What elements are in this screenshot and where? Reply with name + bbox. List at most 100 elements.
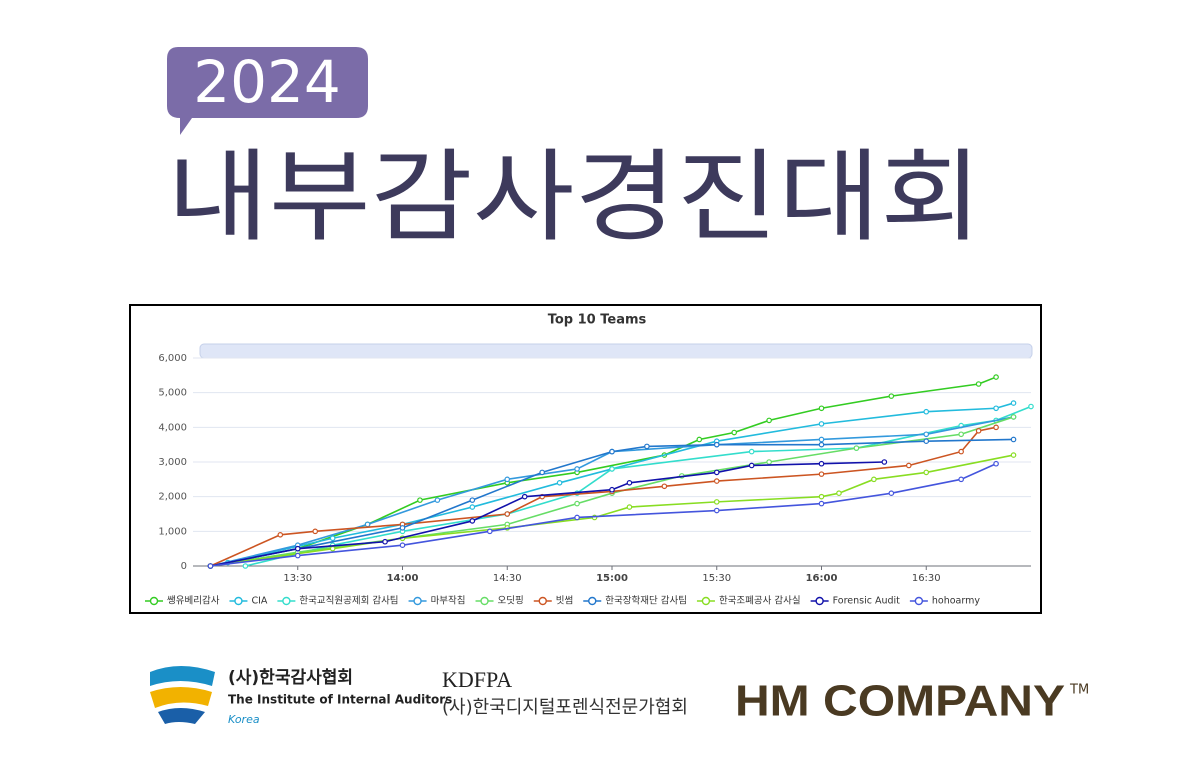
data-point [766,417,772,424]
legend-label[interactable]: 한국장학재단 감사팀 [605,595,687,607]
x-tick-label: 15:00 [596,573,628,584]
data-point [713,507,720,514]
legend-label[interactable]: 한국조폐공사 감사실 [719,595,801,607]
data-point [993,405,999,412]
data-point [923,408,930,415]
data-point [853,445,860,451]
data-point [958,431,964,438]
data-point [661,483,668,490]
data-point [434,497,441,503]
data-point [504,476,511,483]
data-point [818,421,825,427]
legend-marker [413,596,422,606]
legend-marker [282,596,291,606]
data-point [1010,436,1017,443]
data-point [818,441,825,448]
data-point [818,493,825,500]
legend-marker [234,596,243,606]
data-point [609,448,615,455]
legend-marker [914,596,924,606]
data-point [713,499,720,505]
data-point [539,469,545,476]
legend-label[interactable]: 빗썸 [556,596,573,607]
event-title: 내부감사경진대회 [167,138,982,255]
data-point [294,545,301,552]
data-point [207,563,214,569]
data-zoom-slider[interactable] [199,343,1033,359]
trademark: TM [1069,683,1089,698]
legend-marker [480,596,489,606]
data-point [818,436,825,443]
iia-english: The Institute of Internal Auditors [228,693,452,707]
data-point [609,486,615,493]
data-point [958,448,964,455]
x-tick-label: 15:30 [702,573,731,584]
data-point [923,431,930,438]
data-point [713,469,720,476]
data-point [818,460,825,467]
y-tick-label: 3,000 [158,457,187,468]
data-point [469,504,476,510]
data-point [923,438,930,445]
legend-marker [701,596,711,606]
legend-label[interactable]: 오딧핑 [498,596,524,607]
x-tick-label: 16:00 [806,573,838,584]
data-point [713,441,720,448]
data-point [329,545,336,552]
data-point [713,478,720,484]
data-point [1010,400,1017,406]
y-tick-label: 5,000 [158,388,187,399]
data-point [644,443,650,450]
data-point [469,497,476,503]
data-point [294,552,301,559]
iia-logo-bottom [158,708,205,724]
data-point [836,490,842,497]
data-point [364,521,371,528]
data-point [993,460,999,467]
data-point [486,528,493,535]
data-point [574,500,580,507]
x-tick-label: 14:00 [387,573,419,584]
data-point [469,518,476,524]
data-point [888,393,895,399]
x-tick-label: 14:30 [493,573,522,584]
data-point [521,493,528,500]
x-tick-label: 16:30 [912,573,941,584]
data-point [1010,414,1017,420]
data-point [993,424,999,431]
data-point [881,459,888,465]
legend-label[interactable]: Forensic Audit [833,596,901,607]
data-point [574,466,580,472]
y-tick-label: 2,000 [158,492,187,503]
data-point [417,497,423,503]
legend-label[interactable]: 쌩유베리감사 [167,595,220,607]
data-point [871,476,877,483]
legend-marker [815,596,824,606]
series-line [210,426,997,567]
data-point [888,490,895,497]
legend-label[interactable]: 마부작침 [431,596,466,607]
data-point [905,462,912,469]
year: 2024 [193,48,341,116]
kdfpa-korean: (사)한국디지털포렌식전문가협회 [442,697,688,718]
legend-label[interactable]: CIA [251,596,267,607]
legend-label[interactable]: hohoarmy [932,596,980,607]
y-tick-label: 6,000 [158,353,187,364]
legend-marker [588,596,597,606]
series-line [210,463,997,567]
data-point [958,476,964,483]
legend-marker [538,596,547,606]
legend-label[interactable]: 한국교직원공제회 감사팀 [299,595,398,607]
data-point [312,528,319,535]
data-point [277,531,284,538]
data-point [242,563,249,569]
data-point [382,538,388,545]
data-point [574,514,580,521]
data-point [609,466,615,472]
data-point [329,535,336,542]
data-point [818,405,825,412]
data-point [626,504,633,510]
x-tick-label: 13:30 [283,573,312,584]
data-point [731,429,738,436]
